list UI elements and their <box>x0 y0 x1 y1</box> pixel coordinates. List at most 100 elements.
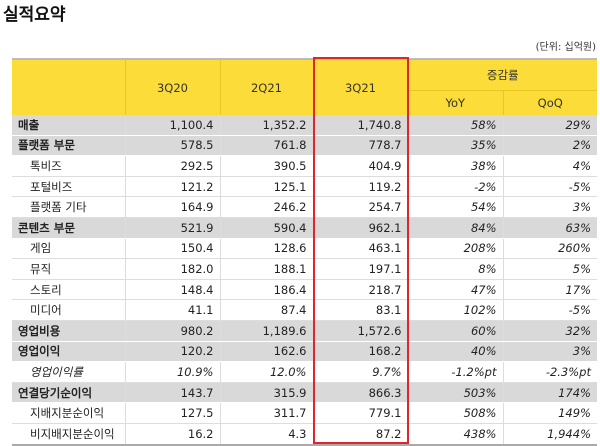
value-yoy: 58% <box>407 115 503 136</box>
value-3q21: 1,740.8 <box>312 115 408 136</box>
value-3q20: 980.2 <box>124 320 220 342</box>
earnings-summary-table: 3Q20 2Q21 3Q21 증감률 YoY QoQ 매출 1,100.4 1,35… <box>12 58 597 446</box>
value-3q20: 164.9 <box>124 196 220 218</box>
value-yoy: 40% <box>407 341 503 363</box>
table-row: 지배지분순이익 127.5 311.7 779.1 508% 149% <box>12 402 597 424</box>
value-qoq: 63% <box>502 217 597 239</box>
row-label: 영업비용 <box>12 320 125 342</box>
value-3q20: 16.2 <box>124 423 220 446</box>
value-3q21: 87.2 <box>312 423 408 446</box>
value-yoy: -2% <box>407 176 503 198</box>
row-label: 스토리 <box>12 279 125 301</box>
value-yoy: 208% <box>407 238 503 260</box>
value-qoq: 2% <box>502 135 597 157</box>
value-3q21: 119.2 <box>312 176 408 198</box>
value-3q20: 143.7 <box>124 382 220 404</box>
value-qoq: 5% <box>502 258 597 280</box>
value-yoy: 84% <box>407 217 503 239</box>
row-label: 영업이익률 <box>12 361 125 383</box>
row-label: 플랫폼 기타 <box>12 196 125 218</box>
value-3q21: 404.9 <box>312 155 408 177</box>
table-row: 영업이익 120.2 162.6 168.2 40% 3% <box>12 341 597 363</box>
value-3q20: 121.2 <box>124 176 220 198</box>
value-yoy: 47% <box>407 279 503 301</box>
table-row: 매출 1,100.4 1,352.2 1,740.8 58% 29% <box>12 115 597 136</box>
value-2q21: 1,189.6 <box>219 320 313 342</box>
header-growth: 증감률 <box>407 58 597 91</box>
table-row: 콘텐츠 부문 521.9 590.4 962.1 84% 63% <box>12 217 597 239</box>
row-label: 비지배지분순이익 <box>12 423 125 446</box>
value-yoy: 54% <box>407 196 503 218</box>
value-yoy: 508% <box>407 402 503 424</box>
unit-label: (단위: 십억원) <box>535 42 596 53</box>
value-yoy: 8% <box>407 258 503 280</box>
row-label: 연결당기순이익 <box>12 382 125 404</box>
table-row: 플랫폼 부문 578.5 761.8 778.7 35% 2% <box>12 135 597 157</box>
value-3q20: 1,100.4 <box>124 115 220 136</box>
value-2q21: 315.9 <box>219 382 313 404</box>
value-qoq: 4% <box>502 155 597 177</box>
row-label: 톡비즈 <box>12 155 125 177</box>
value-3q20: 127.5 <box>124 402 220 424</box>
value-yoy: 60% <box>407 320 503 342</box>
value-yoy: -1.2%pt <box>407 361 503 383</box>
value-3q20: 120.2 <box>124 341 220 363</box>
table-row: 게임 150.4 128.6 463.1 208% 260% <box>12 238 597 260</box>
value-qoq: 1,944% <box>502 423 597 446</box>
value-3q20: 148.4 <box>124 279 220 301</box>
value-qoq: 17% <box>502 279 597 301</box>
value-yoy: 102% <box>407 299 503 321</box>
value-2q21: 162.6 <box>219 341 313 363</box>
value-2q21: 761.8 <box>219 135 313 157</box>
value-3q20: 521.9 <box>124 217 220 239</box>
value-2q21: 311.7 <box>219 402 313 424</box>
value-3q21: 962.1 <box>312 217 408 239</box>
value-2q21: 390.5 <box>219 155 313 177</box>
header-3q21: 3Q21 <box>312 58 408 115</box>
value-2q21: 186.4 <box>219 279 313 301</box>
row-label: 뮤직 <box>12 258 125 280</box>
value-3q20: 182.0 <box>124 258 220 280</box>
header-3q20: 3Q20 <box>124 58 220 115</box>
table-row: 영업비용 980.2 1,189.6 1,572.6 60% 32% <box>12 320 597 342</box>
value-qoq: 32% <box>502 320 597 342</box>
value-2q21: 246.2 <box>219 196 313 218</box>
table-row: 미디어 41.1 87.4 83.1 102% -5% <box>12 299 597 321</box>
value-3q21: 1,572.6 <box>312 320 408 342</box>
value-qoq: -2.3%pt <box>502 361 597 383</box>
value-3q20: 150.4 <box>124 238 220 260</box>
table-row: 뮤직 182.0 188.1 197.1 8% 5% <box>12 258 597 280</box>
value-3q21: 463.1 <box>312 238 408 260</box>
value-3q21: 866.3 <box>312 382 408 404</box>
value-3q20: 292.5 <box>124 155 220 177</box>
row-label: 지배지분순이익 <box>12 402 125 424</box>
value-3q20: 41.1 <box>124 299 220 321</box>
value-yoy: 38% <box>407 155 503 177</box>
value-qoq: 260% <box>502 238 597 260</box>
row-label: 영업이익 <box>12 341 125 363</box>
table-row: 톡비즈 292.5 390.5 404.9 38% 4% <box>12 155 597 177</box>
value-2q21: 87.4 <box>219 299 313 321</box>
header-2q21: 2Q21 <box>219 58 313 115</box>
value-3q20: 578.5 <box>124 135 220 157</box>
value-3q21: 254.7 <box>312 196 408 218</box>
table-row: 연결당기순이익 143.7 315.9 866.3 503% 174% <box>12 382 597 404</box>
value-qoq: -5% <box>502 299 597 321</box>
value-3q21: 197.1 <box>312 258 408 280</box>
value-2q21: 128.6 <box>219 238 313 260</box>
value-yoy: 35% <box>407 135 503 157</box>
page-title: 실적요약 <box>3 5 66 25</box>
value-3q21: 168.2 <box>312 341 408 363</box>
value-qoq: 174% <box>502 382 597 404</box>
row-label: 매출 <box>12 115 125 136</box>
header-blank <box>12 58 125 115</box>
header-yoy: YoY <box>408 90 503 115</box>
value-qoq: 29% <box>502 115 597 136</box>
table-row: 플랫폼 기타 164.9 246.2 254.7 54% 3% <box>12 196 597 218</box>
value-2q21: 125.1 <box>219 176 313 198</box>
table-row: 영업이익률 10.9% 12.0% 9.7% -1.2%pt -2.3%pt <box>12 361 597 383</box>
table-row: 비지배지분순이익 16.2 4.3 87.2 438% 1,944% <box>12 423 597 446</box>
value-qoq: -5% <box>502 176 597 198</box>
value-yoy: 503% <box>407 382 503 404</box>
value-3q20: 10.9% <box>124 361 220 383</box>
